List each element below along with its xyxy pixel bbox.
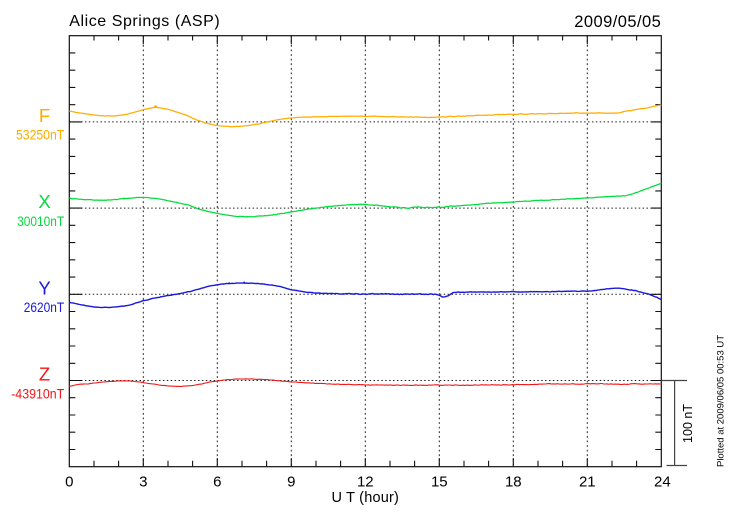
svg-text:53250nT: 53250nT	[16, 127, 65, 143]
svg-text:U T (hour): U T (hour)	[332, 490, 400, 506]
svg-text:F: F	[39, 105, 50, 126]
svg-text:2620nT: 2620nT	[24, 299, 65, 315]
svg-text:6: 6	[213, 474, 221, 491]
svg-text:24: 24	[654, 474, 671, 491]
svg-text:Alice Springs (ASP): Alice Springs (ASP)	[69, 13, 220, 30]
svg-text:0: 0	[65, 474, 73, 491]
svg-text:12: 12	[357, 474, 374, 491]
svg-text:2009/05/05: 2009/05/05	[574, 13, 661, 31]
svg-text:15: 15	[431, 474, 448, 491]
svg-text:100 nT: 100 nT	[681, 404, 695, 443]
svg-text:-43910nT: -43910nT	[11, 385, 64, 401]
svg-text:Y: Y	[38, 277, 50, 298]
svg-text:18: 18	[505, 474, 522, 491]
svg-text:Z: Z	[39, 364, 50, 385]
svg-text:21: 21	[579, 474, 596, 491]
svg-text:X: X	[38, 191, 50, 212]
svg-text:30010nT: 30010nT	[17, 213, 64, 229]
svg-text:9: 9	[287, 474, 295, 491]
svg-text:Plotted at 2009/06/05 00:53 UT: Plotted at 2009/06/05 00:53 UT	[716, 335, 727, 467]
svg-text:3: 3	[139, 474, 147, 491]
